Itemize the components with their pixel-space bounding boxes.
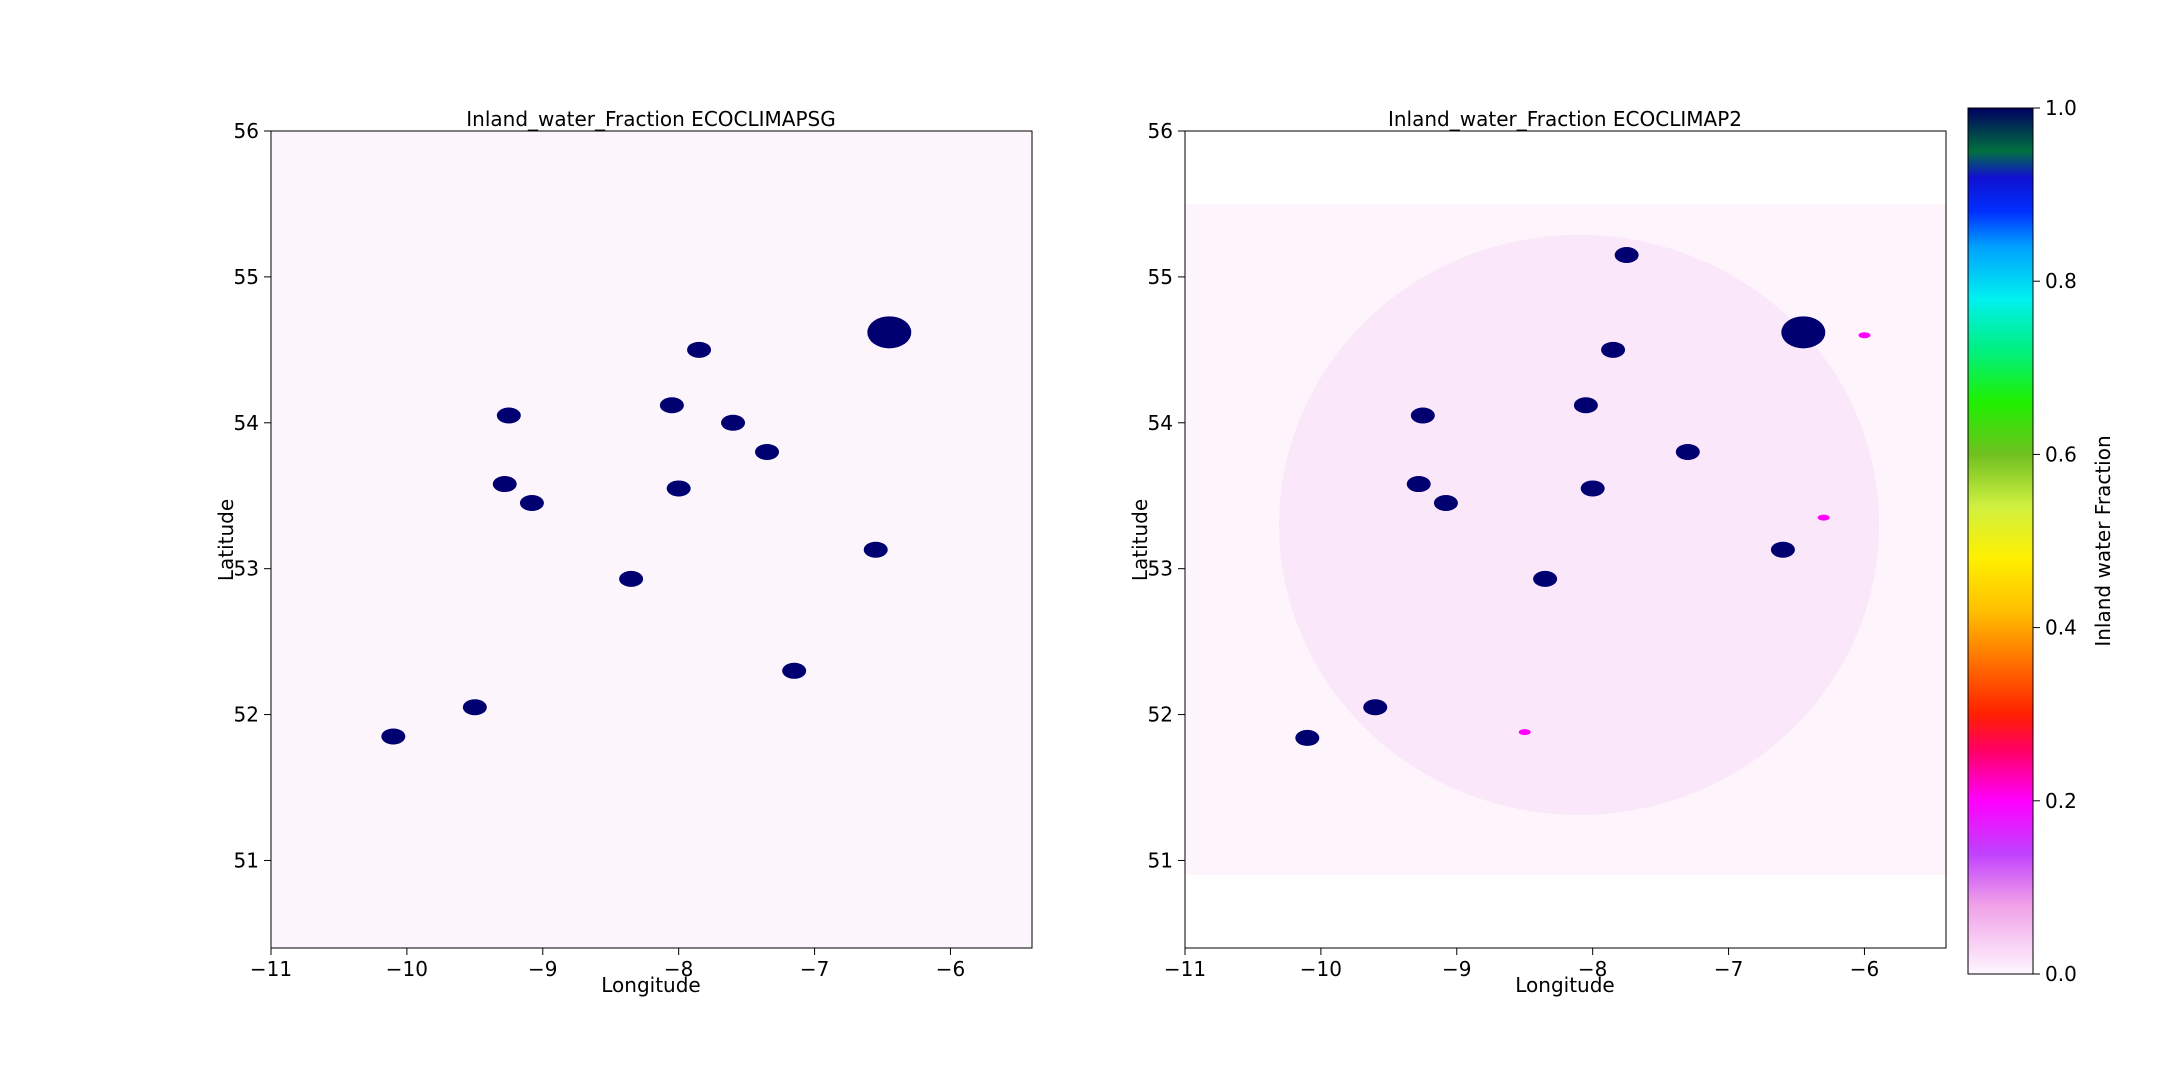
x-tick-label: −7 <box>1714 957 1743 981</box>
y-tick-label: 51 <box>1148 848 1173 872</box>
x-tick-label: −8 <box>1578 957 1607 981</box>
y-tick-label: 56 <box>234 119 259 143</box>
water-body-mark <box>867 316 912 349</box>
left-chart-title: Inland_water_Fraction ECOCLIMAPSG <box>466 107 835 131</box>
x-tick-label: −9 <box>1442 957 1471 981</box>
water-body-mark <box>492 476 517 493</box>
water-body-mark <box>1675 443 1700 460</box>
right-panel: Inland_water_Fraction ECOCLIMAP2 −11 −10 −… <box>1128 107 1947 997</box>
water-body-mark <box>1781 316 1826 349</box>
water-body-mark <box>666 480 691 497</box>
x-tick-label: −6 <box>936 957 965 981</box>
water-body-mark <box>1614 247 1639 264</box>
water-body-mark <box>1533 570 1558 587</box>
y-tick-label: 54 <box>234 411 259 435</box>
y-tick-label: 55 <box>234 265 259 289</box>
water-body-mark <box>1573 397 1598 414</box>
water-body-mark <box>496 407 521 424</box>
colorbar-tick-label: 0.0 <box>2045 962 2077 986</box>
water-body-mark <box>782 662 807 679</box>
y-tick-label: 52 <box>234 703 259 727</box>
colorbar-tick-label: 0.8 <box>2045 269 2077 293</box>
y-tick-label: 52 <box>1148 703 1173 727</box>
water-body-mark <box>519 495 544 512</box>
right-x-axis-label: Longitude <box>1515 973 1614 997</box>
right-y-axis-label: Latitude <box>1128 499 1152 581</box>
x-tick-label: −8 <box>664 957 693 981</box>
water-body-mark <box>863 541 888 558</box>
colorbar-gradient <box>1967 107 2034 975</box>
water-body-mark <box>462 699 487 716</box>
x-tick-label: −11 <box>1164 957 1206 981</box>
y-tick-label: 55 <box>1148 265 1173 289</box>
x-tick-label: −6 <box>1850 957 1879 981</box>
water-body-mark <box>755 443 780 460</box>
water-body-mark <box>1580 480 1605 497</box>
water-body-mark <box>1817 514 1830 521</box>
x-tick-label: −11 <box>250 957 292 981</box>
water-body-mark <box>1433 495 1458 512</box>
water-body-mark <box>1770 541 1795 558</box>
left-plot-frame <box>270 130 1033 949</box>
y-tick-label: 56 <box>1148 119 1173 143</box>
water-body-mark <box>1858 332 1871 339</box>
water-body-mark <box>659 397 684 414</box>
water-body-mark <box>1295 729 1320 746</box>
y-tick-label: 53 <box>234 557 259 581</box>
right-plot-frame <box>1184 130 1947 949</box>
colorbar-tick-label: 0.2 <box>2045 789 2077 813</box>
x-tick-label: −10 <box>386 957 428 981</box>
water-body-mark <box>721 414 746 431</box>
land-fraction-area <box>1279 234 1880 815</box>
x-tick-label: −7 <box>800 957 829 981</box>
water-body-mark <box>1518 729 1531 736</box>
colorbar-tick-label: 0.6 <box>2045 442 2077 466</box>
water-body-mark <box>1406 476 1431 493</box>
water-body-mark <box>1410 407 1435 424</box>
y-tick-label: 53 <box>1148 557 1173 581</box>
colorbar-label: Inland water Fraction <box>2091 435 2115 646</box>
y-tick-label: 54 <box>1148 411 1173 435</box>
left-plot-background <box>271 131 1032 948</box>
water-body-mark <box>1601 341 1626 358</box>
water-body-mark <box>381 728 406 745</box>
x-tick-label: −10 <box>1300 957 1342 981</box>
colorbar: 0.0 0.2 0.4 0.6 0.8 1.0 Inland water Fraction <box>1967 96 2115 986</box>
water-body-mark <box>619 570 644 587</box>
water-body-mark <box>687 341 712 358</box>
water-body-mark <box>1363 699 1388 716</box>
colorbar-tick-label: 1.0 <box>2045 96 2077 120</box>
right-chart-title: Inland_water_Fraction ECOCLIMAP2 <box>1388 107 1742 131</box>
left-y-axis-label: Latitude <box>214 499 238 581</box>
left-panel: Inland_water_Fraction ECOCLIMAPSG −11 −10… <box>214 107 1033 997</box>
x-tick-label: −9 <box>528 957 557 981</box>
colorbar-tick-label: 0.4 <box>2045 616 2077 640</box>
left-x-axis-label: Longitude <box>601 973 700 997</box>
y-tick-label: 51 <box>234 848 259 872</box>
